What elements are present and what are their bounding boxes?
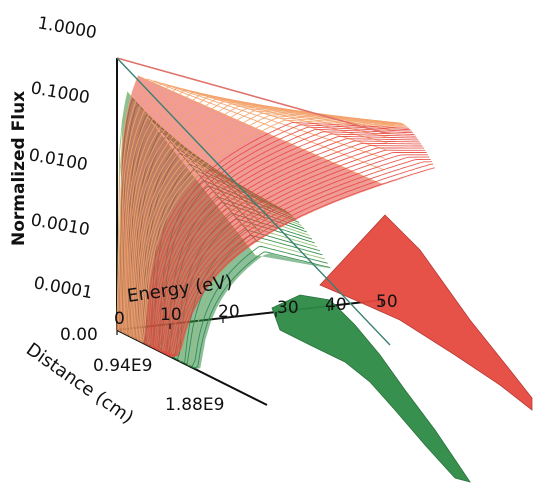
red-spectrum-line <box>143 121 410 344</box>
x-tick-label: 40 <box>325 295 347 315</box>
red-spectrum-line <box>157 145 423 351</box>
red-spectrum-line <box>146 126 412 346</box>
red-surface-tail <box>319 214 533 411</box>
red-spectrum-line <box>149 131 415 347</box>
red-surface-body <box>117 76 436 357</box>
red-spectrum-line <box>168 163 434 357</box>
z-tick-label: 0.94E9 <box>93 356 152 376</box>
surface-group <box>116 75 533 483</box>
y-tick-label: 0.1000 <box>29 78 91 108</box>
red-spectrum-line <box>140 117 407 343</box>
red-spectrum-line <box>162 154 428 354</box>
red-spectrum-line <box>142 119 408 343</box>
red-spectrum-line <box>154 140 420 350</box>
red-spectrum-line <box>138 112 404 341</box>
y-tick-label: 0.0010 <box>29 210 91 240</box>
red-spectrum-line <box>166 161 432 356</box>
green-surface-tail <box>271 294 471 483</box>
z-tick-label: 1.88E9 <box>165 395 224 415</box>
upper-envelope-line <box>116 57 388 135</box>
x-tick-label: 0 <box>114 309 125 329</box>
x-tick-label: 10 <box>160 305 182 325</box>
red-spectrum-line <box>161 152 427 353</box>
red-spectrum-line <box>158 147 424 352</box>
red-spectrum-line <box>152 135 418 349</box>
diagonal-reference-line <box>116 57 391 346</box>
x-tick-label: 20 <box>218 302 240 322</box>
red-spectrum-line <box>147 128 414 346</box>
red-spectrum-line <box>165 158 431 355</box>
red-spectrum-line <box>169 167 435 357</box>
red-spectrum-line <box>156 142 422 351</box>
overlay-group <box>116 57 391 346</box>
y-tick-label: 1.0000 <box>36 13 98 43</box>
z-tick-label: 0.00 <box>60 325 98 345</box>
red-spectrum-line <box>136 110 403 341</box>
x-tick-label: 30 <box>277 298 299 318</box>
y-axis-title: Normalized Flux <box>9 91 29 246</box>
red-spectrum-line <box>139 115 405 342</box>
green-spectrum-line <box>192 251 331 369</box>
red-spectrum-line <box>164 156 430 355</box>
y-tick-label: 0.0100 <box>27 145 89 175</box>
red-spectrum-line <box>135 108 401 340</box>
y-tick-label: 0.0001 <box>32 273 94 303</box>
red-spectrum-line <box>150 133 416 348</box>
z-axis-title: Distance (cm) <box>22 339 137 428</box>
red-spectrum-line <box>153 138 419 349</box>
red-spectrum-line <box>134 105 400 339</box>
x-tick-label: 50 <box>376 292 398 312</box>
green-spectrum-line <box>189 246 328 367</box>
red-spectrum-line <box>160 149 426 353</box>
